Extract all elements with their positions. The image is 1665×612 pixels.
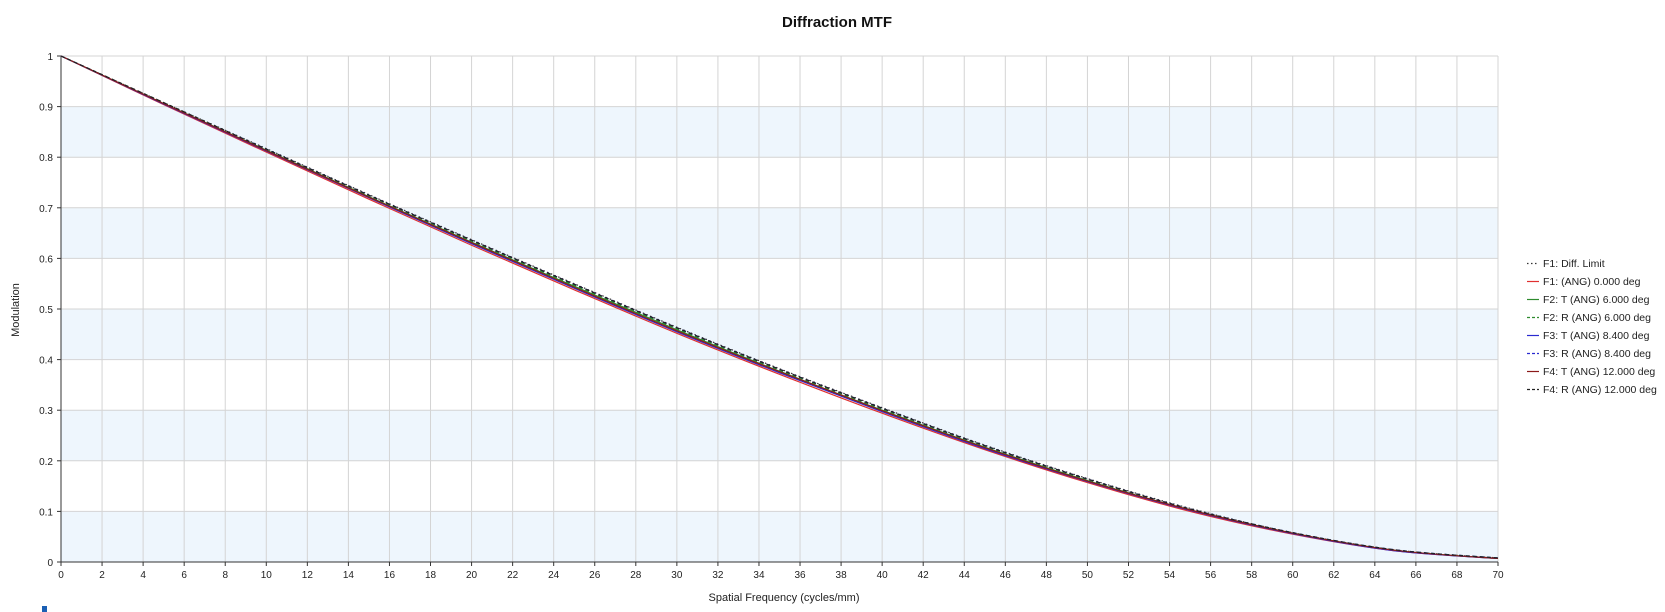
x-tick-label: 38	[836, 570, 848, 581]
x-tick-label: 12	[302, 570, 314, 581]
plot-bands	[61, 56, 1498, 562]
plot-band	[61, 359, 1498, 411]
x-tick-label: 62	[1328, 570, 1340, 581]
legend-entry: F4: T (ANG) 12.000 deg	[1543, 366, 1655, 378]
x-tick-label: 24	[548, 570, 560, 581]
x-tick-label: 64	[1369, 570, 1381, 581]
x-tick-label: 36	[794, 570, 806, 581]
x-tick-label: 2	[99, 570, 105, 581]
y-tick-label: 0.7	[39, 204, 53, 215]
plot-band	[61, 511, 1498, 562]
x-tick-label: 14	[343, 570, 355, 581]
legend-entry: F1: (ANG) 0.000 deg	[1543, 276, 1641, 288]
x-tick-label: 22	[507, 570, 519, 581]
x-tick-label: 70	[1492, 570, 1504, 581]
legend-entry: F3: R (ANG) 8.400 deg	[1543, 348, 1651, 360]
legend: F1: Diff. Limit F1: (ANG) 0.000 deg F2: T …	[1527, 258, 1657, 396]
chart-title: Diffraction MTF	[782, 14, 892, 31]
x-tick-label: 42	[918, 570, 930, 581]
y-tick-label: 0.4	[39, 356, 53, 367]
series-line-8	[60, 55, 1499, 559]
x-tick-label: 56	[1205, 570, 1217, 581]
x-tick-labels: 0 2 4 6 8 10 12 14 16 18 20 22 24 26 28 30 32 34 36 38 40 42 4…	[58, 570, 1504, 581]
x-tick-label: 6	[181, 570, 187, 581]
y-tick-label: 0.3	[39, 406, 53, 417]
x-axis-label: Spatial Frequency (cycles/mm)	[709, 592, 860, 604]
x-tick-label: 48	[1041, 570, 1053, 581]
y-tick-label: 1	[47, 52, 53, 63]
legend-entry: F1: Diff. Limit	[1543, 258, 1605, 270]
x-tick-label: 52	[1123, 570, 1135, 581]
legend-entry: F3: T (ANG) 8.400 deg	[1543, 330, 1650, 342]
x-tick-label: 16	[384, 570, 396, 581]
series-line-2	[60, 55, 1499, 560]
x-tick-label: 68	[1451, 570, 1463, 581]
plot-band	[61, 106, 1498, 158]
x-tick-label: 60	[1287, 570, 1299, 581]
y-tick-labels: 0 0.1 0.2 0.3 0.4 0.5 0.6 0.7 0.8 0.9 1	[39, 52, 53, 569]
y-tick-label: 0.2	[39, 457, 53, 468]
x-tick-label: 0	[58, 570, 64, 581]
x-tick-label: 32	[712, 570, 724, 581]
grid-lines	[60, 55, 1499, 563]
y-tick-label: 0	[47, 558, 53, 569]
x-tick-label: 20	[466, 570, 478, 581]
x-tick-label: 18	[425, 570, 437, 581]
legend-entry: F2: R (ANG) 6.000 deg	[1543, 312, 1651, 324]
series-lines	[60, 55, 1499, 560]
x-tick-label: 50	[1082, 570, 1094, 581]
x-tick-label: 66	[1410, 570, 1422, 581]
x-tick-label: 10	[261, 570, 273, 581]
y-axis-label: Modulation	[10, 283, 22, 337]
plot-band	[61, 410, 1498, 461]
plot-band	[61, 207, 1498, 259]
plot-band	[61, 56, 1498, 107]
x-tick-label: 8	[222, 570, 228, 581]
y-tick-label: 0.5	[39, 305, 53, 316]
status-marker	[42, 606, 47, 612]
plot-band	[61, 309, 1498, 360]
x-tick-label: 58	[1246, 570, 1258, 581]
x-tick-label: 4	[140, 570, 146, 581]
x-tick-label: 34	[753, 570, 765, 581]
x-tick-label: 26	[589, 570, 601, 581]
x-tick-label: 40	[877, 570, 889, 581]
plot-band	[61, 258, 1498, 309]
legend-entry: F2: T (ANG) 6.000 deg	[1543, 294, 1650, 306]
y-tick-label: 0.9	[39, 103, 53, 114]
legend-entry: F4: R (ANG) 12.000 deg	[1543, 384, 1657, 396]
y-tick-label: 0.6	[39, 254, 53, 265]
plot-band	[61, 460, 1498, 512]
x-tick-label: 28	[630, 570, 642, 581]
plot-band	[61, 157, 1498, 208]
x-tick-label: 44	[959, 570, 971, 581]
y-tick-label: 0.8	[39, 153, 53, 164]
x-tick-label: 54	[1164, 570, 1176, 581]
x-tick-label: 46	[1000, 570, 1012, 581]
y-tick-label: 0.1	[39, 507, 53, 518]
axes	[57, 55, 1499, 566]
x-tick-label: 30	[671, 570, 683, 581]
